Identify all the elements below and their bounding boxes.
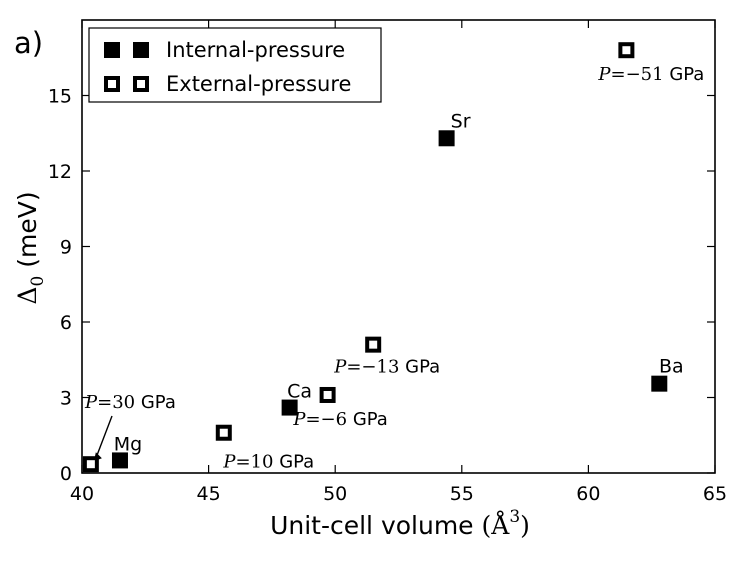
label-mg: Mg — [114, 433, 142, 455]
point-sr — [438, 130, 455, 147]
y-axis-ticks: 0 3 6 9 12 15 — [48, 86, 715, 485]
y-tick-label: 12 — [48, 161, 72, 183]
point-p10 — [215, 424, 232, 441]
y-axis-label: Δ0 (meV) — [13, 191, 48, 304]
x-tick-label: 60 — [576, 483, 600, 505]
label-ca: Ca — [287, 381, 312, 403]
legend-label-internal: Internal-pressure — [166, 38, 345, 62]
point-mg — [111, 452, 128, 469]
annotations: Mg Ca Sr Ba P=30 GPa P=10 GPa P=−6 GPa P=−13 GP… — [84, 64, 704, 473]
axis-labels: Unit-cell volume (Å3) Δ0 (meV) — [13, 191, 530, 540]
y-tick-label: 0 — [60, 463, 72, 485]
y-tick-label: 9 — [60, 237, 72, 259]
pressure-label: P=30 GPa — [84, 392, 176, 413]
x-tick-label: 45 — [197, 483, 221, 505]
panel-label: a) — [14, 26, 44, 60]
x-tick-label: 40 — [70, 483, 94, 505]
data-points — [82, 42, 668, 473]
point-p30 — [82, 456, 99, 473]
legend-marker-filled — [104, 42, 120, 58]
x-tick-label: 50 — [323, 483, 347, 505]
legend-marker-open — [104, 76, 120, 92]
pressure-label: P=−6 GPa — [292, 409, 388, 430]
label-ba: Ba — [659, 356, 684, 378]
x-axis-label: Unit-cell volume (Å3) — [270, 507, 530, 540]
point-ba — [651, 375, 668, 392]
legend-label-external: External-pressure — [166, 72, 351, 96]
legend-marker-open — [133, 76, 149, 92]
label-sr: Sr — [451, 110, 471, 132]
annotation-arrow — [95, 415, 113, 459]
point-ca — [281, 399, 298, 416]
x-tick-label: 55 — [450, 483, 474, 505]
pressure-label: P=10 GPa — [222, 452, 314, 473]
point-p−13 — [365, 336, 382, 353]
legend-marker-filled — [133, 42, 149, 58]
pressure-label: P=−13 GPa — [333, 357, 440, 378]
x-axis-ticks: 40 45 50 55 60 65 — [70, 20, 727, 505]
x-tick-label: 65 — [703, 483, 727, 505]
point-p−51 — [618, 42, 635, 59]
point-p−6 — [319, 386, 336, 403]
y-tick-label: 6 — [60, 312, 72, 334]
pressure-label: P=−51 GPa — [597, 64, 704, 85]
y-tick-label: 15 — [48, 86, 72, 108]
y-tick-label: 3 — [60, 388, 72, 410]
legend: Internal-pressure External-pressure — [88, 27, 382, 103]
